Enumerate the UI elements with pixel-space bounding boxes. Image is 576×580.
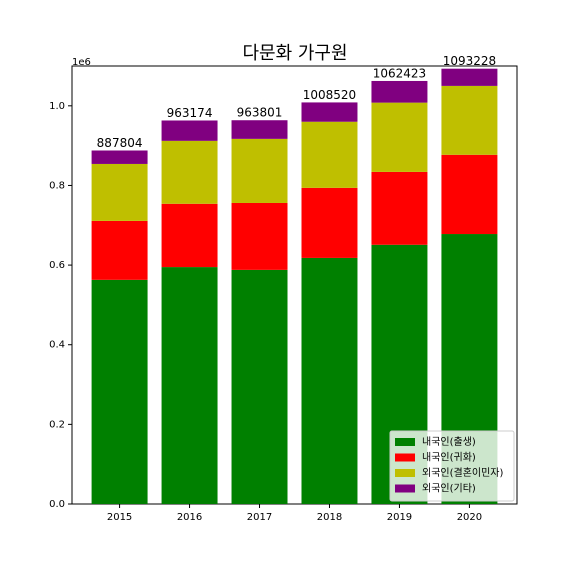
bar-segment <box>371 171 428 245</box>
x-tick-label: 2018 <box>317 512 342 523</box>
bar-segment <box>91 279 148 504</box>
bar-segment <box>441 85 498 155</box>
x-tick-label: 2019 <box>387 512 412 523</box>
bar-segment <box>231 120 288 139</box>
y-tick-label: 0.8 <box>49 180 65 191</box>
legend-box <box>389 430 515 502</box>
bar-segment <box>441 154 498 235</box>
bar-segment <box>371 80 428 103</box>
total-label: 1008520 <box>303 88 356 102</box>
x-tick-label: 2015 <box>107 512 132 523</box>
x-tick-label: 2016 <box>177 512 202 523</box>
y-tick-label: 0.6 <box>49 260 65 271</box>
legend-label: 내국인(출생) <box>422 436 476 448</box>
bar-segment <box>231 202 288 270</box>
total-label: 1062423 <box>373 66 426 80</box>
bar-segment <box>371 102 428 172</box>
bar-segment <box>231 269 288 504</box>
chart-title: 다문화 가구원 <box>242 43 347 64</box>
total-label: 963801 <box>237 106 283 120</box>
bar-segment <box>301 187 358 258</box>
y-offset-label: 1e6 <box>72 57 91 68</box>
bar-segment <box>301 121 358 188</box>
bar-segment <box>161 120 218 141</box>
legend-swatch <box>395 469 415 477</box>
bar-segment <box>161 140 218 204</box>
legend-swatch <box>395 438 415 446</box>
x-tick-label: 2017 <box>247 512 272 523</box>
legend-swatch <box>395 453 415 462</box>
y-tick-label: 1.0 <box>49 101 65 112</box>
legend-label: 내국인(귀화) <box>422 452 476 464</box>
legend-label: 외국인(기타) <box>422 483 476 495</box>
total-label: 963174 <box>167 106 213 120</box>
total-label: 887804 <box>97 136 143 150</box>
bar-segment <box>301 257 358 504</box>
bar-segment <box>91 150 148 164</box>
bar-segment <box>301 102 358 122</box>
legend-swatch <box>395 484 415 493</box>
bar-segment <box>91 220 148 280</box>
bar-segment <box>161 267 218 504</box>
plot-frame <box>71 65 518 505</box>
bar-segment <box>161 203 218 268</box>
y-tick-label: 0.4 <box>49 340 65 351</box>
bar-segment <box>231 138 288 203</box>
total-label: 1093228 <box>443 54 496 68</box>
legend-label: 외국인(결혼이민자) <box>422 466 504 479</box>
y-tick-label: 0.2 <box>49 419 65 430</box>
y-tick-label: 0.0 <box>49 499 65 510</box>
bar-segment <box>441 68 498 86</box>
bar-segment <box>91 163 148 221</box>
x-tick-label: 2020 <box>457 512 482 523</box>
